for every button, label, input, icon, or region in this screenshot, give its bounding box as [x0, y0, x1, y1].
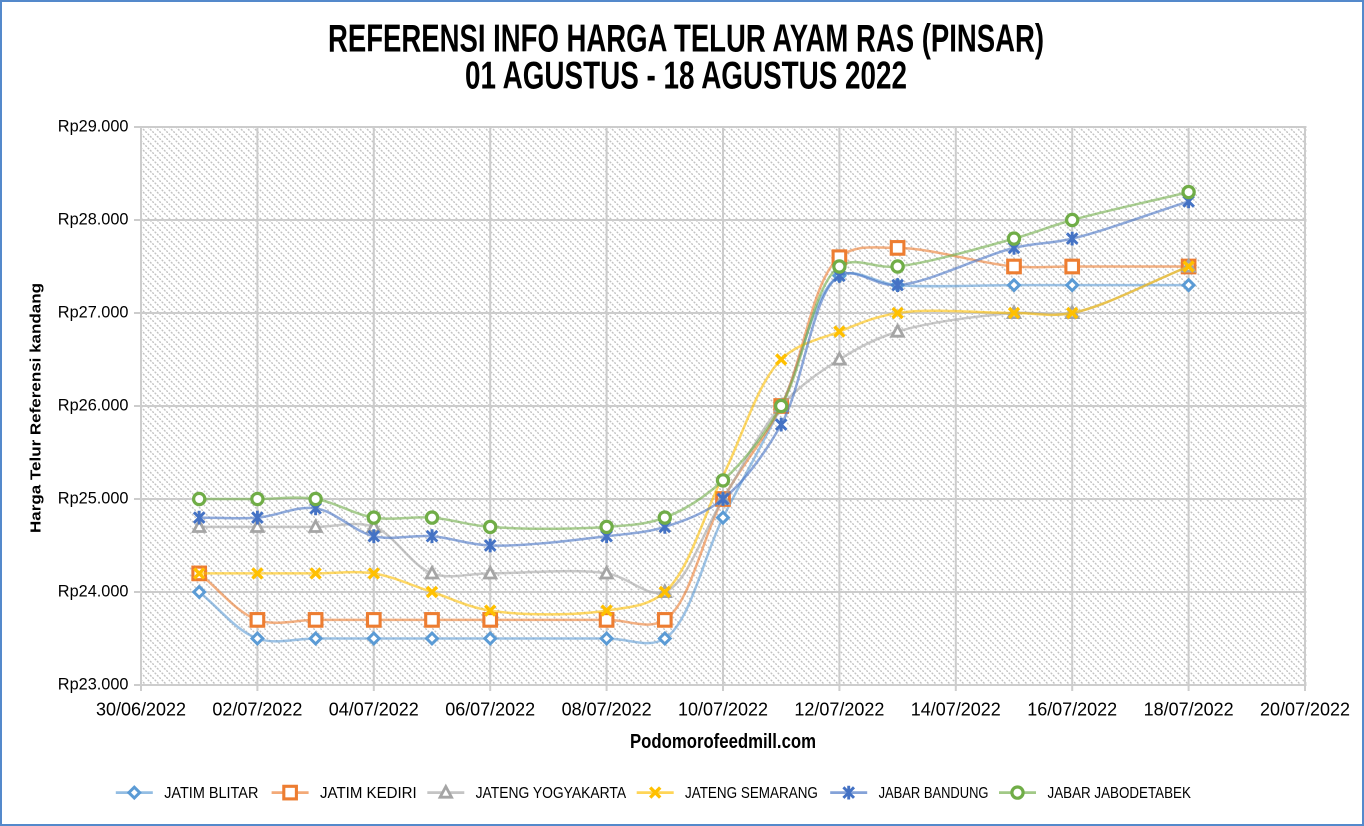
svg-text:REFERENSI INFO HARGA TELUR AYA: REFERENSI INFO HARGA TELUR AYAM RAS (PIN… [328, 17, 1044, 60]
svg-text:JATENG YOGYAKARTA: JATENG YOGYAKARTA [476, 785, 627, 802]
svg-text:08/07/2022: 08/07/2022 [562, 699, 652, 720]
svg-text:Rp26.000: Rp26.000 [58, 396, 129, 415]
svg-text:14/07/2022: 14/07/2022 [911, 699, 1001, 720]
svg-text:Rp23.000: Rp23.000 [58, 675, 129, 694]
svg-text:16/07/2022: 16/07/2022 [1027, 699, 1117, 720]
svg-text:10/07/2022: 10/07/2022 [678, 699, 768, 720]
svg-text:Rp27.000: Rp27.000 [58, 303, 129, 322]
svg-text:20/07/2022: 20/07/2022 [1260, 699, 1350, 720]
svg-text:18/07/2022: 18/07/2022 [1144, 699, 1234, 720]
svg-text:Rp24.000: Rp24.000 [58, 582, 129, 601]
svg-text:04/07/2022: 04/07/2022 [329, 699, 419, 720]
svg-text:JATIM KEDIRI: JATIM KEDIRI [320, 785, 417, 802]
svg-text:06/07/2022: 06/07/2022 [445, 699, 535, 720]
svg-text:02/07/2022: 02/07/2022 [212, 699, 302, 720]
svg-text:12/07/2022: 12/07/2022 [794, 699, 884, 720]
svg-text:JATIM BLITAR: JATIM BLITAR [164, 785, 258, 802]
svg-text:Rp25.000: Rp25.000 [58, 489, 129, 508]
svg-text:JABAR JABODETABEK: JABAR JABODETABEK [1048, 785, 1192, 802]
svg-text:01 AGUSTUS - 18 AGUSTUS 2022: 01 AGUSTUS - 18 AGUSTUS 2022 [465, 54, 907, 97]
svg-text:Rp29.000: Rp29.000 [58, 117, 129, 136]
svg-text:30/06/2022: 30/06/2022 [96, 699, 186, 720]
svg-text:Harga Telur Referensi kandang: Harga Telur Referensi kandang [29, 283, 45, 533]
svg-text:Podomorofeedmill.com: Podomorofeedmill.com [630, 731, 816, 753]
svg-text:Rp28.000: Rp28.000 [58, 210, 129, 229]
svg-text:JABAR BANDUNG: JABAR BANDUNG [879, 785, 989, 802]
svg-text:JATENG SEMARANG: JATENG SEMARANG [685, 785, 818, 802]
